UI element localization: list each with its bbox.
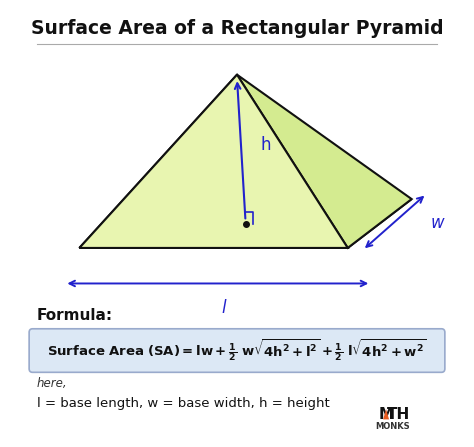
- Polygon shape: [80, 75, 237, 248]
- Text: l = base length, w = base width, h = height: l = base length, w = base width, h = hei…: [37, 397, 329, 410]
- Text: MONKS: MONKS: [375, 422, 410, 431]
- Text: w: w: [431, 215, 445, 232]
- Polygon shape: [383, 409, 389, 419]
- Text: here,: here,: [37, 377, 67, 390]
- Polygon shape: [237, 75, 411, 248]
- Polygon shape: [80, 75, 348, 248]
- Text: $\mathbf{Surface\ Area\ (SA) = lw + \frac{1}{2}\ w\sqrt{4h^2 + l^2} + \frac{1}{2: $\mathbf{Surface\ Area\ (SA) = lw + \fra…: [47, 338, 427, 363]
- Polygon shape: [143, 75, 411, 199]
- Text: Surface Area of a Rectangular Pyramid: Surface Area of a Rectangular Pyramid: [31, 19, 443, 38]
- FancyBboxPatch shape: [29, 329, 445, 372]
- Text: M: M: [379, 407, 393, 422]
- Text: l: l: [222, 299, 227, 317]
- Text: Formula:: Formula:: [37, 308, 113, 323]
- Text: TH: TH: [387, 407, 410, 422]
- Text: h: h: [260, 135, 271, 154]
- Polygon shape: [80, 199, 411, 248]
